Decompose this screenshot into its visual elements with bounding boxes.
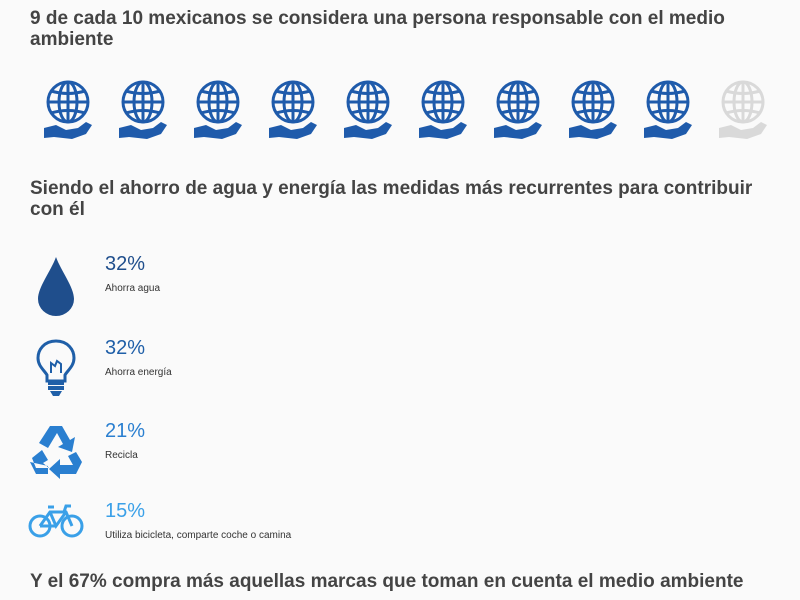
globe-in-hand-icon [342, 78, 394, 146]
globe-in-hand-icon [492, 78, 544, 146]
globe-in-hand-icon [117, 78, 169, 146]
globe-in-hand-icon [717, 78, 769, 146]
recycle-icon [26, 420, 86, 484]
measures-heading: Siendo el ahorro de agua y energía las m… [30, 178, 753, 220]
measure-water-label: Ahorra agua [105, 283, 161, 294]
brands-heading: Y el 67% compra más aquellas marcas que … [30, 571, 744, 592]
measure-energy-value: 32% [105, 337, 146, 359]
globe-in-hand-icon [192, 78, 244, 146]
bicycle-icon [26, 500, 86, 564]
measure-recycle: 21% Recicla [26, 420, 526, 490]
measure-bicycle: 15% Utiliza bicicleta, comparte coche o … [26, 500, 526, 570]
measure-recycle-label: Recicla [105, 450, 138, 461]
globe-in-hand-icon [417, 78, 469, 146]
measure-energy-label: Ahorra energía [105, 367, 172, 378]
measure-water: 32% Ahorra agua [26, 253, 526, 323]
measure-water-value: 32% [105, 253, 146, 275]
main-heading: 9 de cada 10 mexicanos se considera una … [30, 8, 725, 50]
globe-in-hand-icon [642, 78, 694, 146]
lightbulb-icon [26, 337, 86, 401]
globe-in-hand-icon [42, 78, 94, 146]
globe-in-hand-icon [267, 78, 319, 146]
measure-bicycle-label: Utiliza bicicleta, comparte coche o cami… [105, 530, 292, 541]
measure-bicycle-value: 15% [105, 500, 146, 522]
measure-energy: 32% Ahorra energía [26, 337, 526, 407]
measure-recycle-value: 21% [105, 420, 146, 442]
globe-in-hand-icon [567, 78, 619, 146]
water-drop-icon [26, 253, 86, 317]
globe-pictogram [30, 78, 790, 148]
